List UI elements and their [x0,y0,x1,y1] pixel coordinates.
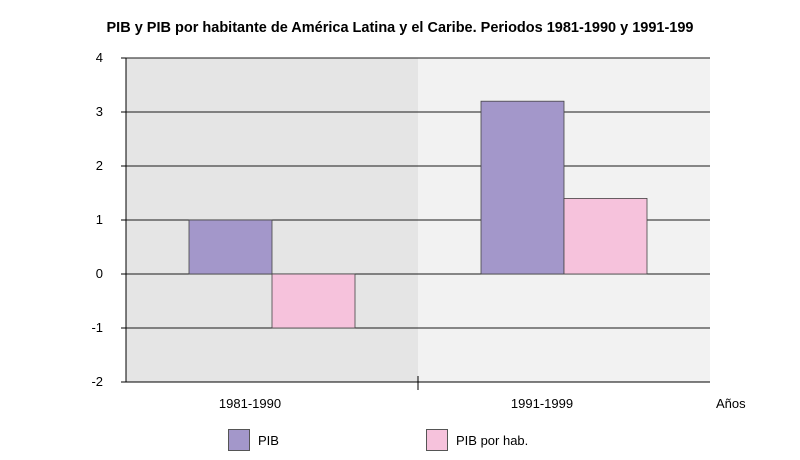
legend-label-pib: PIB [258,432,279,448]
x-tick-label: 1991-1999 [511,396,573,411]
y-tick-label: 2 [96,158,103,173]
y-tick-label: 1 [96,212,103,227]
chart-title: PIB y PIB por habitante de América Latin… [106,20,694,36]
y-tick-label: -2 [91,374,103,389]
y-tick-label: 3 [96,104,103,119]
legend-item-pib: PIB [228,428,279,452]
bar [188,219,273,275]
bar [480,100,565,275]
legend-swatch-pib [228,429,250,451]
y-tick-label: 0 [96,266,103,281]
legend-item-pib-por-hab: PIB por hab. [426,428,528,452]
bar [563,197,648,275]
x-tick-label: 1981-1990 [219,396,281,411]
y-tick-label: 4 [96,50,103,65]
legend-swatch-pib-por-hab [426,429,448,451]
bar [271,273,356,329]
x-axis-label: Años [716,396,746,411]
y-tick-label: -1 [91,320,103,335]
legend-label-pib-por-hab: PIB por hab. [456,432,529,448]
